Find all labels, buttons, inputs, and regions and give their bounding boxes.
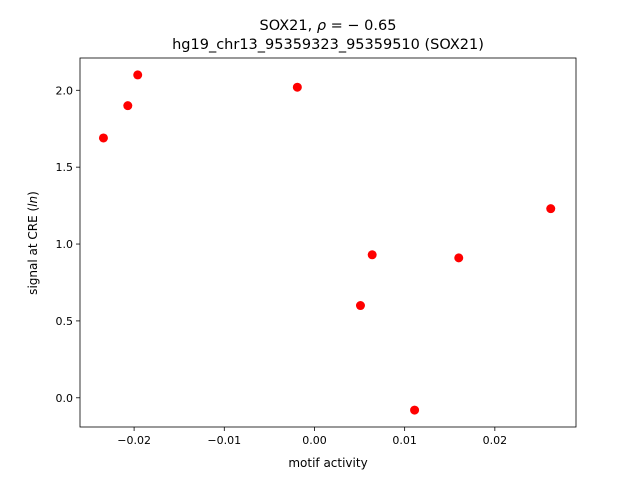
x-tick-label: 0.02	[483, 434, 508, 447]
data-point	[123, 101, 133, 111]
y-tick-label: 2.0	[56, 84, 74, 97]
data-point	[546, 204, 556, 214]
y-tick-label: 1.0	[56, 238, 74, 251]
plot-area: −0.02 −0.01 0.00 0.01 0.02 0.0 0.5 1.0 1.5 2.0	[56, 57, 577, 447]
x-tick-label: −0.02	[117, 434, 151, 447]
y-tick-label: 0.0	[56, 392, 74, 405]
y-axis-label: signal at CRE (ln)	[26, 191, 40, 295]
data-point	[367, 250, 377, 260]
chart-title-line2: hg19_chr13_95359323_95359510 (SOX21)	[172, 37, 484, 53]
data-point	[355, 301, 365, 311]
chart-title-line1: SOX21, ρ = − 0.65	[260, 18, 397, 34]
x-tick-label: −0.01	[207, 434, 241, 447]
y-tick-label: 0.5	[56, 315, 74, 328]
plot-frame	[79, 57, 577, 428]
data-point	[292, 82, 302, 92]
x-tick-label: 0.00	[302, 434, 327, 447]
x-tick-label: 0.01	[392, 434, 417, 447]
data-point	[454, 253, 464, 263]
data-point	[98, 133, 108, 143]
data-point	[410, 405, 420, 415]
y-tick-label: 1.5	[56, 161, 74, 174]
data-point	[133, 70, 143, 80]
x-axis-label: motif activity	[288, 456, 367, 470]
